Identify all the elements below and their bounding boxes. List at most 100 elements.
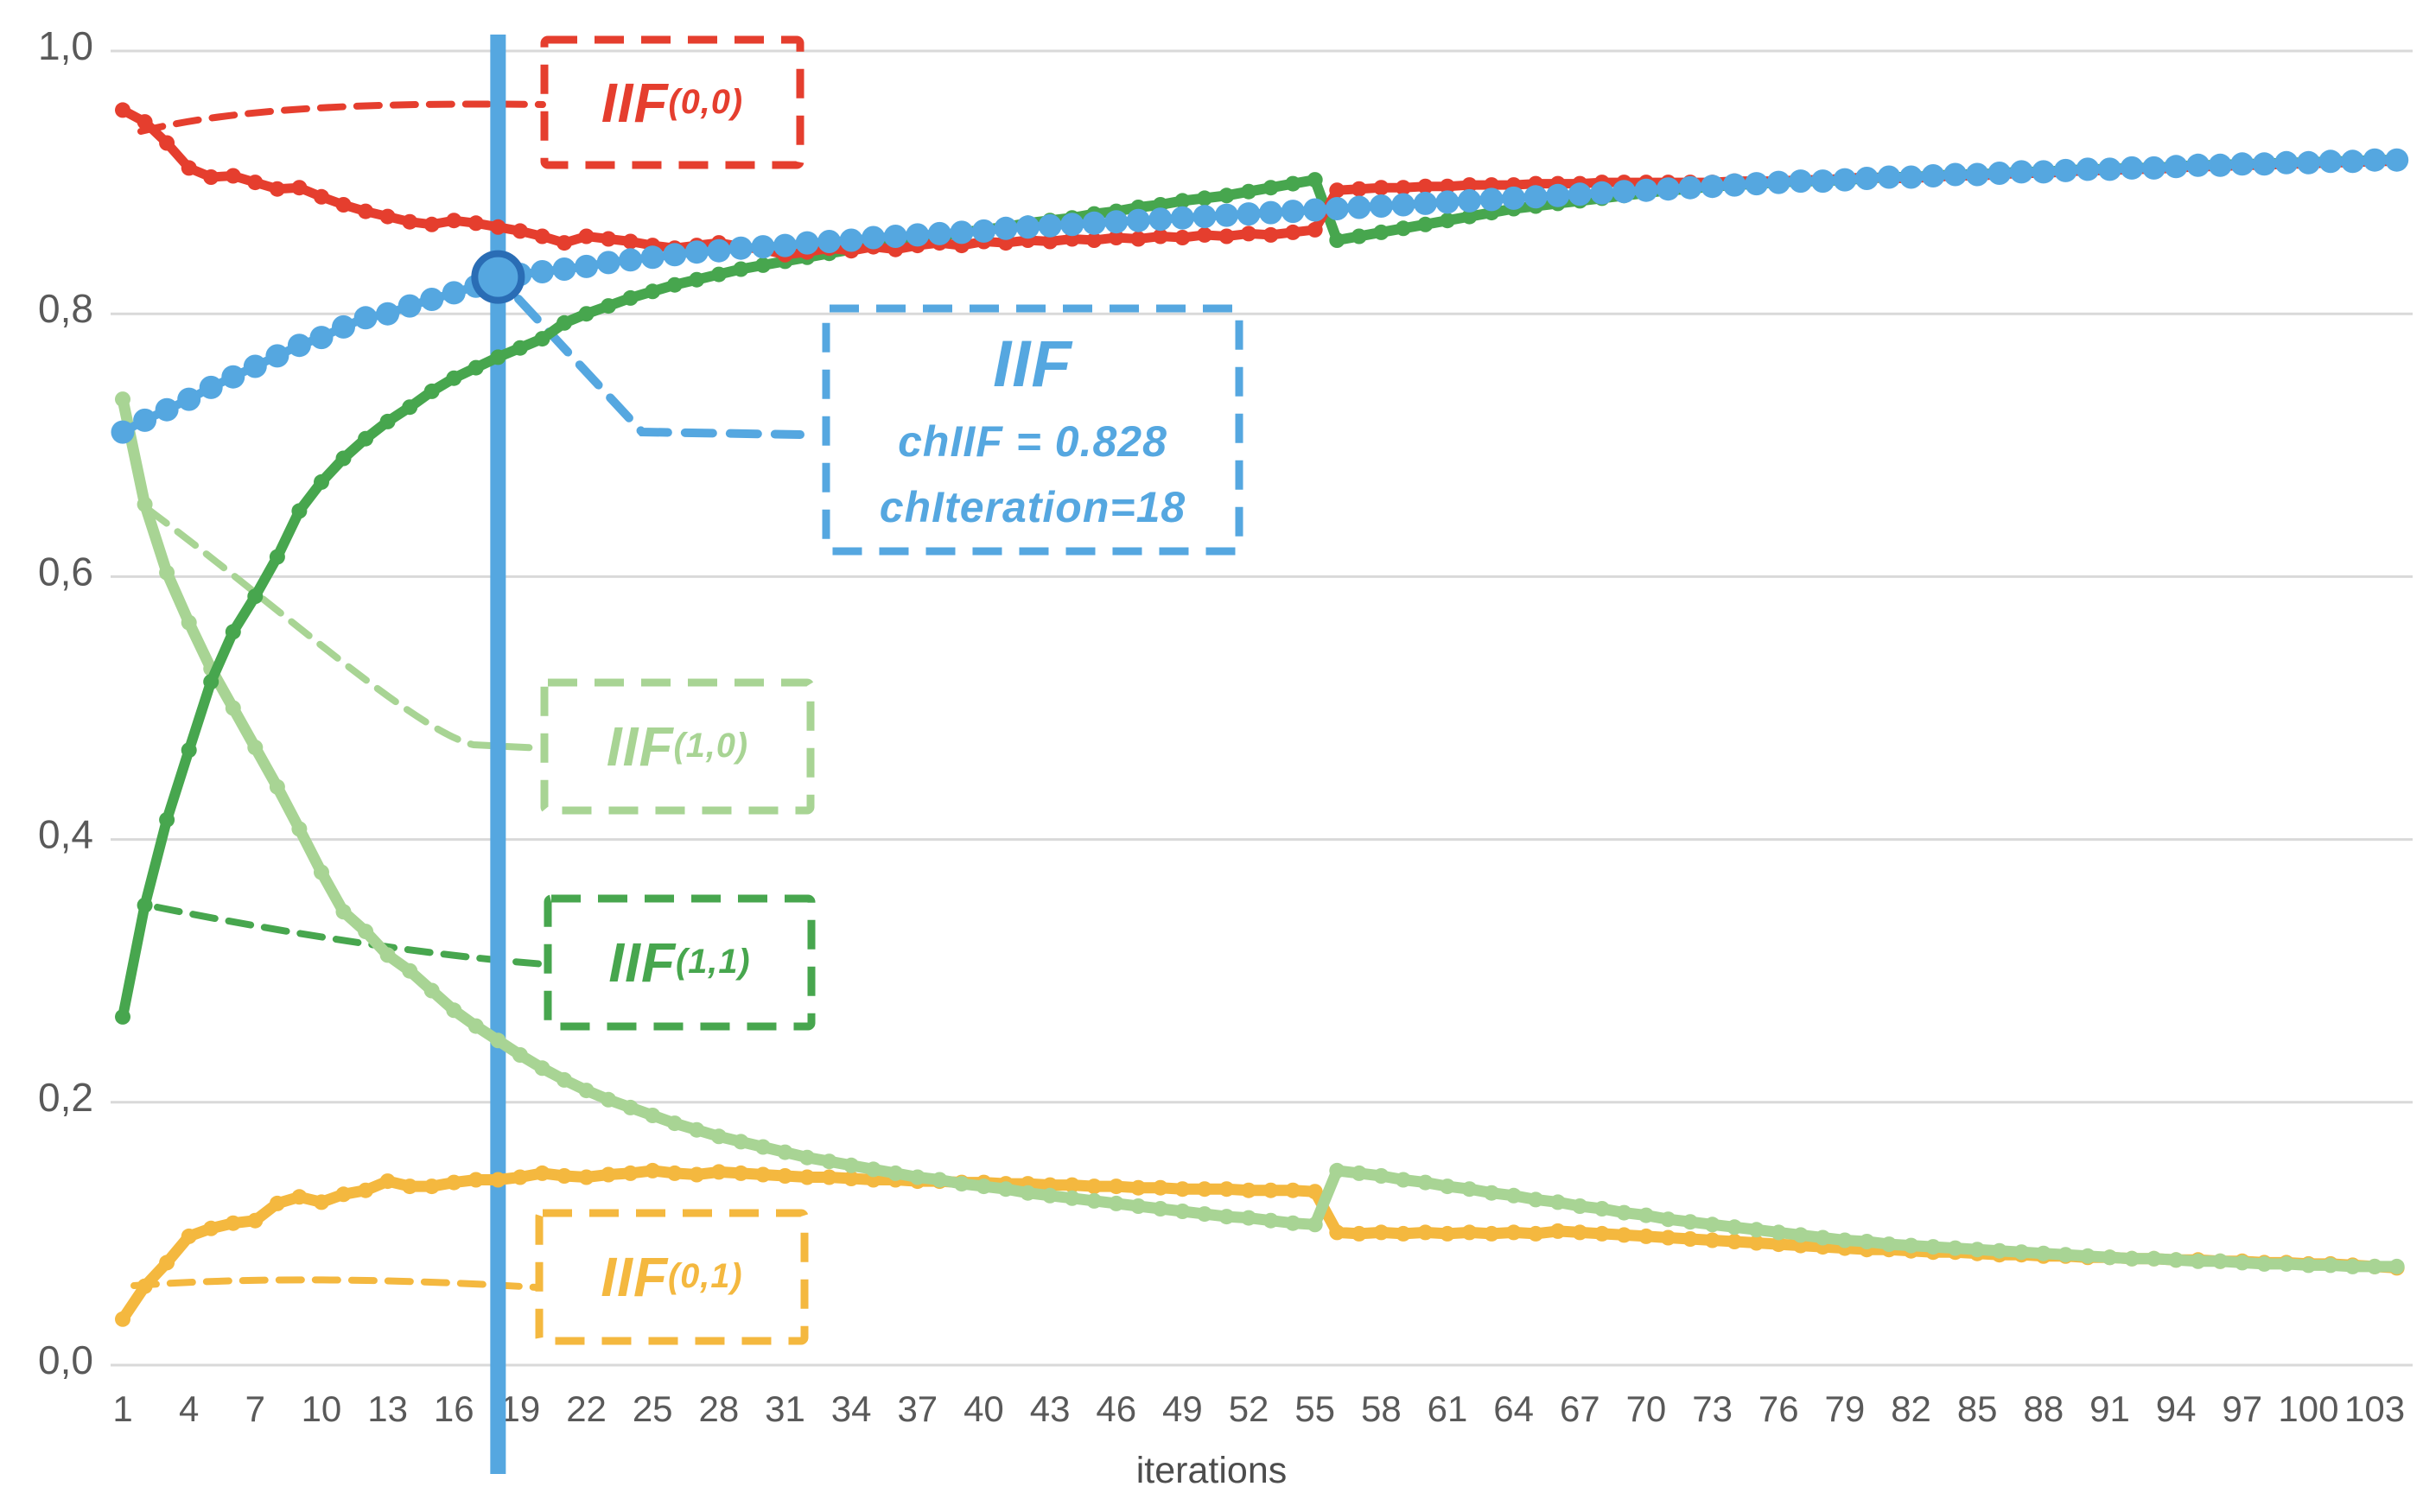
data-point-marker [1881,1236,1897,1253]
data-point-marker [137,897,153,913]
data-point-marker [423,1178,440,1195]
data-point-marker [2252,152,2276,176]
data-point-marker [1395,1172,1411,1188]
data-point-marker [1722,173,1746,197]
data-point-marker [1237,202,1261,226]
data-point-marker [1572,1224,1588,1241]
data-point-marker [817,230,842,253]
x-axis-title: iterations [1135,1450,1288,1491]
data-point-marker [1373,224,1390,240]
data-point-marker [1903,1237,1919,1254]
data-point-marker [2208,153,2232,177]
data-point-marker [358,924,374,940]
x-tick-label: 22 [566,1388,607,1429]
x-tick-label: 103 [2344,1388,2405,1429]
data-point-marker [773,233,797,257]
data-point-marker [1417,178,1434,194]
data-point-marker [1130,231,1147,247]
data-point-marker [335,904,352,920]
data-point-marker [420,288,444,311]
data-point-marker [1307,221,1323,238]
x-tick-label: 4 [179,1388,199,1429]
data-point-marker [799,1149,816,1166]
callout-iif-title: IIF [993,327,1072,401]
data-point-marker [159,811,175,828]
data-point-marker [1568,182,1592,206]
callout-leader-line [137,100,546,135]
data-point-marker [1307,1184,1323,1200]
data-point-marker [314,188,329,205]
data-point-marker [181,1228,197,1244]
data-point-marker [247,588,264,605]
callout-leader-line [130,1276,539,1291]
series-line [120,105,2397,260]
data-point-marker [467,215,484,232]
data-point-marker [446,1174,462,1191]
x-tick-label: 1 [112,1388,132,1429]
data-point-marker [799,1169,816,1185]
data-point-marker [684,240,709,264]
data-point-marker [1899,165,1924,189]
data-point-marker [1440,1225,1455,1242]
data-point-marker [1329,182,1345,199]
data-point-marker [221,365,245,389]
data-point-marker [243,354,267,378]
data-point-marker [1259,200,1283,225]
data-point-marker [2076,157,2100,181]
data-point-marker [1461,1224,1478,1241]
data-point-marker [2256,1255,2273,1272]
data-point-marker [1748,1235,1765,1251]
data-point-marker [821,1153,837,1170]
data-point-marker [446,1002,462,1019]
data-point-marker [1218,1181,1235,1198]
data-point-marker [2234,1255,2250,1271]
data-point-marker [1373,1168,1390,1184]
data-point-marker [1549,1194,1566,1210]
data-point-marker [1484,1185,1500,1201]
data-point-marker [909,1169,925,1185]
x-tick-label: 82 [1891,1388,1931,1429]
data-point-marker [379,413,396,429]
data-point-marker [358,1182,374,1198]
data-point-marker [2212,1253,2229,1269]
data-point-marker [1241,183,1256,200]
data-point-marker [1351,181,1367,197]
data-point-marker [1373,180,1390,196]
data-point-marker [972,219,995,243]
data-point-marker [2013,1244,2030,1261]
data-point-marker [512,1047,528,1063]
callout-iif-1-0-subscript: (1,0) [673,727,749,766]
data-point-marker [490,219,506,235]
data-point-marker [843,1157,860,1173]
series-iif01 [115,1162,2405,1327]
data-point-marker [1082,211,1106,235]
data-point-marker [1197,226,1212,243]
data-point-marker [733,1165,749,1181]
data-point-marker [2363,148,2387,172]
data-point-marker [490,349,506,365]
data-point-marker [442,281,466,305]
callout-leader-line [514,295,804,439]
data-point-marker [1060,213,1084,237]
y-tick-label: 0,6 [38,549,93,594]
data-point-marker [663,243,687,267]
data-point-marker [1987,162,2012,185]
callout-box-border [540,678,815,815]
callout-iif-0-1-subscript: (0,1) [668,1257,743,1296]
data-point-marker [645,1162,661,1178]
data-point-marker [1417,1224,1434,1241]
x-tick-label: 91 [2089,1388,2130,1429]
data-point-marker [335,450,352,467]
data-point-marker [1174,230,1191,245]
data-point-marker [309,326,334,350]
data-point-marker [1458,188,1481,213]
data-point-marker [177,387,201,411]
data-point-marker [883,225,907,248]
data-point-marker [2120,156,2144,180]
callout-iif-1-1-subscript: (1,1) [676,943,751,982]
data-point-marker [1042,1187,1059,1204]
data-point-marker [821,1169,837,1185]
x-tick-label: 70 [1626,1388,1667,1429]
x-tick-label: 13 [367,1388,408,1429]
